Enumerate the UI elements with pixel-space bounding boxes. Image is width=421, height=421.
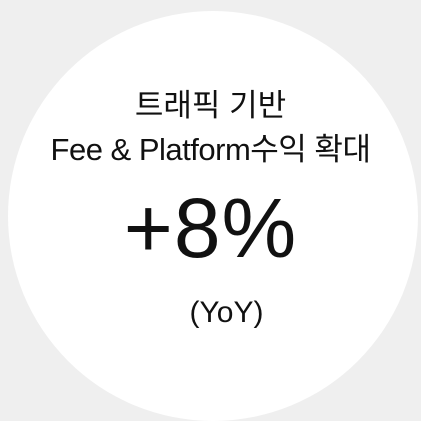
figure: +8% <box>123 181 298 275</box>
circle <box>8 11 418 421</box>
note: (YoY) <box>189 296 264 329</box>
title-line: Fee & Platform수익 확대 <box>50 132 371 167</box>
title-line: 트래픽 기반 <box>134 88 287 123</box>
